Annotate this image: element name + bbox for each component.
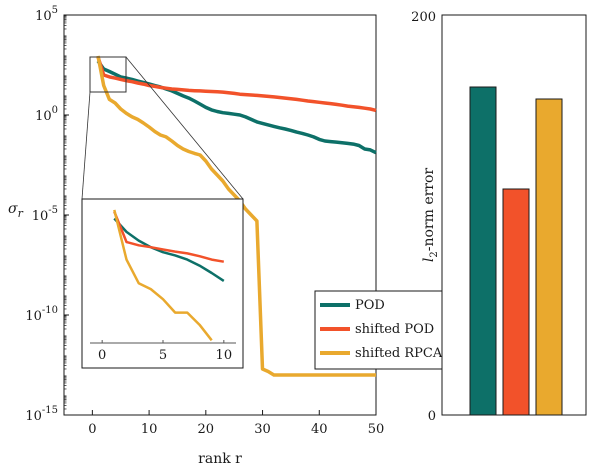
x-axis-label: rank r (198, 451, 242, 467)
y-tick-label: 100 (35, 105, 58, 124)
inset-x-tick-label: 0 (98, 348, 106, 363)
zoom-connector-bottom (81, 91, 91, 200)
bar-y-tick-min: 0 (428, 409, 436, 424)
legend-label-shifted-pod: shifted POD (355, 322, 434, 337)
series-lines (96, 55, 377, 377)
inset-chart: 0 5 10 (81, 198, 244, 369)
series-line-shifted-rpca (96, 55, 376, 377)
bar-shifted-rpca (535, 98, 563, 416)
bar-pod (469, 86, 497, 416)
x-tick-label: 20 (198, 422, 215, 437)
x-axis-ticks: 0 10 20 30 40 50 (88, 410, 384, 437)
y-tick-label: 10-10 (25, 305, 58, 324)
y-tick-label: 10-5 (32, 205, 58, 224)
y-tick-label: 10-15 (25, 405, 58, 424)
inset-series-line-shifted-pod (113, 211, 225, 263)
inset-series-line-shifted-rpca (113, 209, 213, 342)
x-tick-label: 40 (311, 422, 328, 437)
inset-x-axis-ticks: 0 5 10 (98, 340, 232, 363)
inset-x-tick-label: 10 (216, 348, 233, 363)
x-tick-label: 0 (88, 422, 96, 437)
zoom-connector-top (125, 56, 244, 200)
x-tick-label: 10 (141, 422, 158, 437)
inset-x-tick-label: 5 (159, 348, 167, 363)
inset-series-lines (113, 209, 225, 342)
legend-label-pod: POD (355, 298, 385, 313)
bar-y-axis-label: l2-norm error (421, 168, 440, 263)
y-tick-label: 105 (35, 5, 58, 24)
inset-series-line-pod (113, 217, 225, 282)
x-tick-label: 30 (254, 422, 271, 437)
error-bar-chart: 200 0 l2-norm error (411, 10, 587, 424)
y-axis-label: σr (8, 201, 24, 220)
y-axis-ticks: 105 100 10-5 10-10 10-15 (25, 5, 69, 424)
inset-plot-area (81, 198, 244, 369)
bars (469, 86, 563, 416)
legend: POD shifted POD shifted RPCA (314, 290, 458, 370)
bar-y-tick-max: 200 (411, 10, 436, 25)
series-line-shifted-pod (96, 56, 377, 113)
zoom-region-box (89, 56, 127, 93)
legend-label-shifted-rpca: shifted RPCA (355, 346, 443, 361)
bar-shifted-pod (502, 188, 530, 416)
x-tick-label: 50 (368, 422, 385, 437)
